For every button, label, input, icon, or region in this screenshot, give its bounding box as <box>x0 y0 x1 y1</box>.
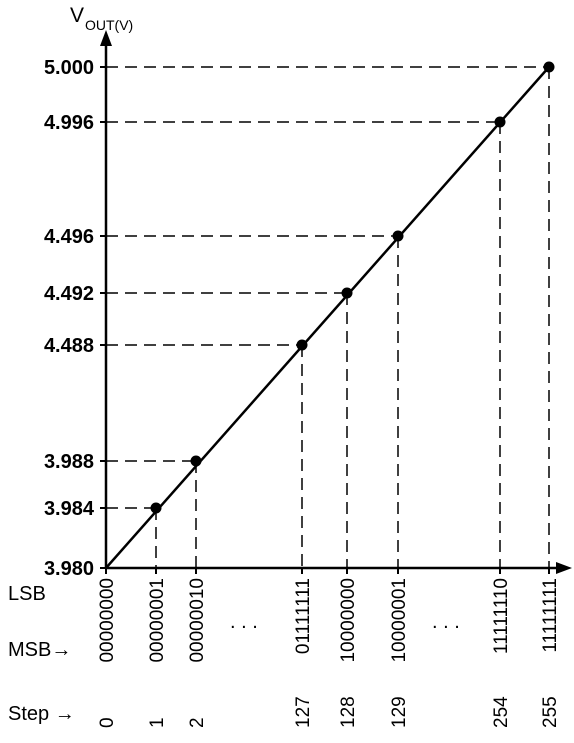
x-step-label: 1 <box>147 717 168 728</box>
data-point <box>494 116 506 128</box>
data-point <box>296 339 308 351</box>
axes <box>100 30 572 574</box>
x-code-label: 10000000 <box>338 578 359 663</box>
data-point <box>341 287 353 299</box>
y-tick-label: 4.996 <box>44 112 94 134</box>
x-code-label: 00000010 <box>187 578 208 663</box>
x-code-label: 01111111 <box>293 578 314 654</box>
data-point <box>543 61 555 73</box>
data-point <box>150 502 162 514</box>
y-axis-label-main: V <box>70 4 84 27</box>
y-tick-labels: 3.980 3.984 3.988 4.488 4.492 4.496 4.996 5.000 <box>44 57 106 580</box>
x-axis-arrow <box>556 562 572 574</box>
x-code-label: 11111110 <box>491 578 512 654</box>
x-step-label: 255 <box>540 696 561 728</box>
y-tick-label: 3.988 <box>44 451 94 473</box>
x-code-label: 00000000 <box>97 578 118 663</box>
series-line <box>105 66 550 569</box>
y-axis-arrow <box>100 30 112 46</box>
y-tick-label: 3.980 <box>44 558 94 580</box>
x-step-label: 254 <box>491 696 512 728</box>
x-code-label: 10000001 <box>389 578 410 663</box>
x-step-label: 128 <box>338 696 359 728</box>
x-code-label: 11111111 <box>540 578 561 653</box>
y-tick-label: 5.000 <box>44 57 94 79</box>
y-tick-label: 4.496 <box>44 226 94 248</box>
x-code-label: 00000001 <box>147 578 168 663</box>
ellipsis-right: . . . <box>432 611 460 633</box>
x-step-label: 0 <box>97 717 118 728</box>
row-label-msb: MSB→ <box>8 639 71 661</box>
row-label-lsb: LSB <box>8 583 46 605</box>
x-step-label: 2 <box>187 717 208 728</box>
x-step-label: 127 <box>293 696 314 728</box>
data-point <box>190 455 202 467</box>
y-tick-label: 4.488 <box>44 335 94 357</box>
labels: V OUT(V) LSB MSB→ Step → . . . . . . <box>8 4 460 725</box>
dashed-guides <box>106 66 550 568</box>
ellipsis-left: . . . <box>230 611 258 633</box>
x-step-labels: 0 1 2 127 128 129 254 255 <box>97 696 561 728</box>
data-point <box>392 230 404 242</box>
series-line-group <box>105 61 555 569</box>
x-code-labels: 00000000 00000001 00000010 01111111 10000000… <box>97 568 561 663</box>
row-label-step: Step → <box>8 703 75 725</box>
y-axis-label-sub: OUT(V) <box>85 17 133 33</box>
y-tick-label: 4.492 <box>44 283 94 305</box>
x-step-label: 129 <box>389 696 410 728</box>
y-tick-label: 3.984 <box>44 498 95 520</box>
